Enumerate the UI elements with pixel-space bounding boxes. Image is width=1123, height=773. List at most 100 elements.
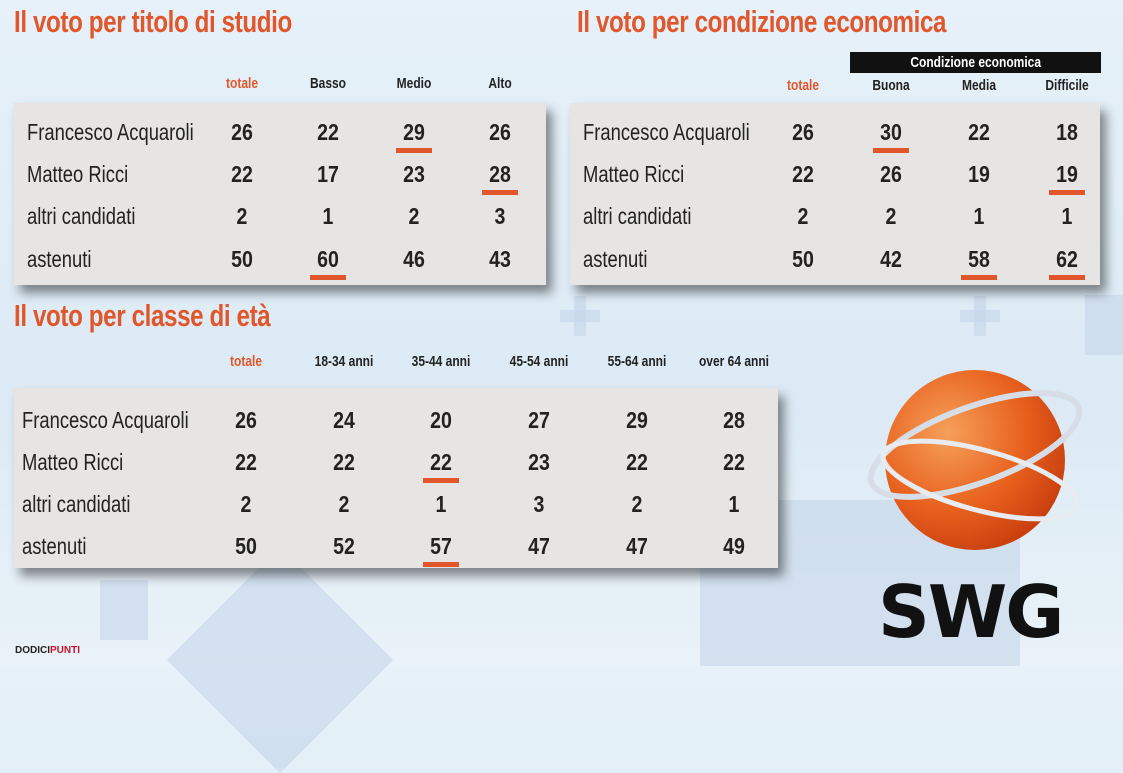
brand-part: PUNTI (50, 645, 80, 656)
table-cell: 2 (236, 203, 248, 229)
table-cell: 60 (317, 246, 339, 272)
column-header: over 64 anni (698, 353, 770, 370)
column-header: Alto (488, 75, 512, 92)
table-cell: 26 (880, 161, 902, 187)
table-cell: 1 (1061, 203, 1073, 229)
table-cell: 26 (489, 119, 511, 145)
table-cell: 47 (528, 533, 550, 559)
table-cell: 3 (494, 203, 506, 229)
column-header: Buona (872, 77, 910, 94)
table-cell: 22 (430, 449, 452, 475)
column-header: totale (786, 77, 820, 94)
bg-shape (100, 580, 148, 640)
table-box (570, 103, 1100, 285)
table-cell: 24 (333, 407, 355, 433)
table-cell: 3 (533, 491, 545, 517)
table-cell: 58 (968, 246, 990, 272)
table-cell: 1 (973, 203, 985, 229)
row-label: astenuti (22, 533, 87, 559)
row-label: Francesco Acquaroli (27, 119, 194, 145)
column-header: totale (229, 353, 263, 370)
table-cell: 29 (626, 407, 648, 433)
table-cell: 22 (333, 449, 355, 475)
table-cell: 20 (430, 407, 452, 433)
table-cell: 22 (723, 449, 745, 475)
table-cell: 46 (403, 246, 425, 272)
table-cell: 29 (403, 119, 425, 145)
table-cell: 2 (408, 203, 420, 229)
table-title: Il voto per titolo di studio (14, 4, 292, 39)
column-header: Medio (396, 75, 432, 92)
table-cell: 2 (240, 491, 252, 517)
table-cell: 23 (528, 449, 550, 475)
highlight-underline (310, 275, 346, 280)
row-label: astenuti (583, 246, 648, 272)
table-cell: 22 (792, 161, 814, 187)
highlight-underline (873, 148, 909, 153)
column-header: Basso (309, 75, 347, 92)
table-cell: 26 (231, 119, 253, 145)
table-cell: 62 (1056, 246, 1078, 272)
group-header-label: Condizione economica (910, 54, 1041, 71)
table-cell: 1 (728, 491, 740, 517)
table-cell: 28 (723, 407, 745, 433)
column-header: 55-64 anni (607, 353, 667, 370)
column-header: 45-54 anni (509, 353, 569, 370)
highlight-underline (1049, 275, 1085, 280)
group-header: Condizione economica (850, 52, 1101, 73)
table-cell: 19 (968, 161, 990, 187)
table-cell: 19 (1056, 161, 1078, 187)
row-label: altri candidati (27, 203, 136, 229)
table-cell: 23 (403, 161, 425, 187)
column-header: 18-34 anni (314, 353, 374, 370)
table-cell: 22 (317, 119, 339, 145)
column-header: totale (225, 75, 259, 92)
table-title: Il voto per condizione economica (577, 4, 947, 39)
row-label: Matteo Ricci (27, 161, 129, 187)
table-cell: 2 (631, 491, 643, 517)
table-cell: 2 (797, 203, 809, 229)
row-label: Matteo Ricci (583, 161, 685, 187)
table-cell: 30 (880, 119, 902, 145)
table-cell: 26 (235, 407, 257, 433)
table-box (14, 103, 546, 285)
table-cell: 1 (322, 203, 334, 229)
bg-shape (166, 546, 394, 773)
swg-logo-text: SWG (878, 570, 1064, 654)
row-label: Francesco Acquaroli (583, 119, 750, 145)
row-label: Francesco Acquaroli (22, 407, 189, 433)
swg-sphere-logo (867, 370, 1083, 550)
row-label: altri candidati (583, 203, 692, 229)
footer-brand: DODICIPUNTI (15, 645, 80, 656)
table-cell: 22 (626, 449, 648, 475)
table-cell: 57 (430, 533, 452, 559)
table-cell: 2 (338, 491, 350, 517)
table-cell: 50 (235, 533, 257, 559)
table-cell: 18 (1056, 119, 1078, 145)
row-label: Matteo Ricci (22, 449, 124, 475)
bg-shape (974, 296, 986, 336)
table-cell: 17 (317, 161, 339, 187)
highlight-underline (396, 148, 432, 153)
table-cell: 42 (880, 246, 902, 272)
row-label: astenuti (27, 246, 92, 272)
column-header: 35-44 anni (411, 353, 471, 370)
bg-shape (1085, 295, 1123, 355)
highlight-underline (1049, 190, 1085, 195)
table-title: Il voto per classe di età (14, 298, 271, 333)
column-header: Difficile (1045, 77, 1089, 94)
table-cell: 47 (626, 533, 648, 559)
column-header: Media (961, 77, 997, 94)
table-cell: 52 (333, 533, 355, 559)
table-cell: 43 (489, 246, 511, 272)
highlight-underline (423, 562, 459, 567)
table-cell: 28 (489, 161, 511, 187)
highlight-underline (423, 478, 459, 483)
table-cell: 1 (435, 491, 447, 517)
table-cell: 2 (885, 203, 897, 229)
table-cell: 22 (231, 161, 253, 187)
table-cell: 22 (968, 119, 990, 145)
table-box (14, 388, 778, 568)
bg-shape (574, 296, 586, 336)
highlight-underline (961, 275, 997, 280)
